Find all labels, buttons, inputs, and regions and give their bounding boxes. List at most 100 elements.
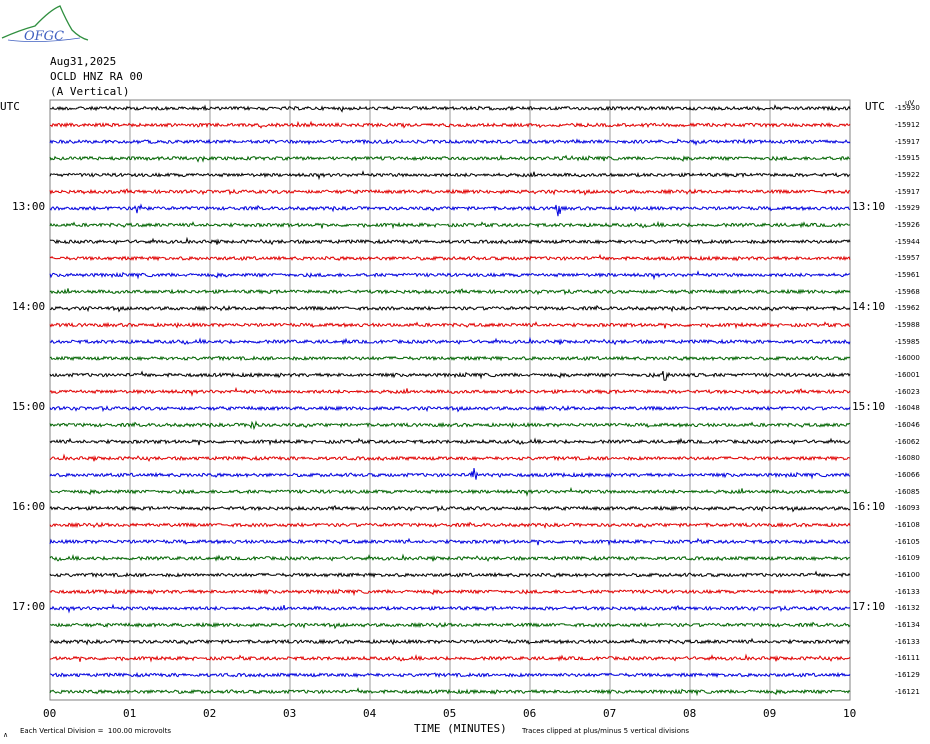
trace-offset-label: -15985 xyxy=(895,337,920,346)
x-tick-label: 00 xyxy=(43,707,57,720)
trace-offset-label: -15915 xyxy=(895,154,920,163)
header-component: (A Vertical) xyxy=(50,85,130,98)
x-tick-label: 06 xyxy=(523,707,537,720)
trace-offset-label: -16023 xyxy=(895,387,920,396)
seismic-trace xyxy=(49,203,851,217)
trace-offset-label: -16108 xyxy=(895,521,920,529)
trace-offset-label: -16121 xyxy=(895,687,920,696)
trace-offset-label: -16048 xyxy=(895,404,920,413)
trace-offset-label: -16046 xyxy=(895,421,920,429)
trace-offset-label: -16109 xyxy=(895,554,920,563)
logo-text: OFGC xyxy=(24,29,64,44)
x-tick-label: 04 xyxy=(363,707,377,720)
seismic-trace xyxy=(49,570,851,579)
x-tick-label: 08 xyxy=(683,707,697,720)
trace-offset-label: -16093 xyxy=(895,504,920,513)
seismic-trace xyxy=(49,453,851,462)
right-time-label: 13:10 xyxy=(852,200,886,214)
trace-offset-label: -16133 xyxy=(895,637,920,646)
left-time-label: 13:00 xyxy=(12,200,46,214)
trace-offset-label: -16001 xyxy=(895,371,920,379)
seismic-trace xyxy=(49,120,851,129)
x-tick-label: 10 xyxy=(843,707,857,720)
seismic-trace xyxy=(49,170,851,181)
seismic-trace xyxy=(49,370,851,381)
seismic-trace xyxy=(49,137,851,146)
header-station: OCLD HNZ RA 00 xyxy=(50,70,143,83)
scale-corner-mark: ∧ xyxy=(3,731,9,739)
seismic-trace xyxy=(49,437,851,446)
left-time-label: 17:00 xyxy=(12,600,46,614)
trace-offset-label: -16100 xyxy=(895,571,920,579)
seismic-trace xyxy=(49,188,850,196)
x-tick-label: 09 xyxy=(763,707,777,720)
seismic-trace xyxy=(49,321,851,330)
header-date: Aug31,2025 xyxy=(50,55,117,68)
trace-offset-label: -15917 xyxy=(895,137,920,146)
footer-scale-note: Each Vertical Division = 100.00 microvol… xyxy=(20,727,172,735)
seismic-trace xyxy=(49,687,851,697)
right-time-label: 16:10 xyxy=(852,500,886,514)
trace-offset-label: -16062 xyxy=(895,437,920,446)
seismic-trace xyxy=(49,486,851,497)
left-time-label: 15:00 xyxy=(12,400,46,414)
left-time-label: 16:00 xyxy=(12,500,46,514)
seismic-trace xyxy=(49,468,851,480)
trace-offset-label: -15930 xyxy=(895,104,920,113)
seismic-trace xyxy=(49,253,851,262)
seismic-trace xyxy=(49,236,851,246)
seismic-trace xyxy=(49,588,851,597)
right-time-label: 14:10 xyxy=(852,300,886,314)
trace-offset-label: -16129 xyxy=(895,671,920,679)
x-tick-label: 07 xyxy=(603,707,617,720)
seismic-trace xyxy=(50,621,851,630)
seismic-trace xyxy=(49,553,851,562)
seismic-trace xyxy=(49,420,851,431)
seismic-trace xyxy=(49,603,851,614)
seismic-trace xyxy=(49,336,851,346)
x-tick-label: 01 xyxy=(123,707,137,720)
x-axis-label: TIME (MINUTES) xyxy=(414,722,507,735)
trace-offset-label: -15957 xyxy=(895,254,920,263)
trace-offset-label: -16000 xyxy=(895,354,920,363)
left-axis-title: UTC xyxy=(0,100,20,113)
trace-offset-label: -16132 xyxy=(895,604,920,613)
seismic-trace xyxy=(49,653,851,663)
trace-offset-label: -16066 xyxy=(895,471,920,479)
seismic-trace xyxy=(49,521,851,529)
left-time-label: 14:00 xyxy=(12,300,46,314)
seismic-trace xyxy=(49,355,851,362)
trace-offset-label: -16133 xyxy=(895,587,920,596)
trace-offset-label: -15962 xyxy=(895,304,920,313)
right-axis-title: UTC xyxy=(865,100,885,113)
trace-offset-label: -15926 xyxy=(895,221,920,229)
trace-offset-label: -15988 xyxy=(895,321,920,329)
trace-offset-label: -15922 xyxy=(895,171,920,179)
seismic-trace xyxy=(49,404,851,413)
x-tick-label: 03 xyxy=(283,707,297,720)
trace-offset-label: -15961 xyxy=(895,271,920,279)
seismic-trace xyxy=(49,270,851,281)
seismic-trace xyxy=(49,220,851,230)
right-time-label: 17:10 xyxy=(852,600,886,614)
trace-offset-label: -15929 xyxy=(895,204,920,213)
ofgc-logo: OFGC xyxy=(1,5,89,44)
trace-offset-label: -16085 xyxy=(895,487,920,496)
trace-offset-label: -15944 xyxy=(895,237,920,246)
trace-offset-label: -15912 xyxy=(895,121,920,129)
trace-offset-label: -16080 xyxy=(895,454,920,463)
x-tick-label: 05 xyxy=(443,707,457,720)
right-top-mark: uV xyxy=(905,99,915,107)
seismic-trace xyxy=(49,671,851,679)
right-time-label: 15:10 xyxy=(852,400,886,414)
seismic-trace xyxy=(49,637,851,646)
seismic-trace xyxy=(49,505,851,513)
seismic-trace xyxy=(49,288,851,296)
trace-offset-label: -15917 xyxy=(895,187,920,196)
trace-offset-label: -16105 xyxy=(895,537,920,546)
trace-offset-label: -16134 xyxy=(895,621,920,629)
seismic-trace xyxy=(49,304,851,313)
x-tick-label: 02 xyxy=(203,707,217,720)
trace-offset-label: -15968 xyxy=(895,287,920,296)
